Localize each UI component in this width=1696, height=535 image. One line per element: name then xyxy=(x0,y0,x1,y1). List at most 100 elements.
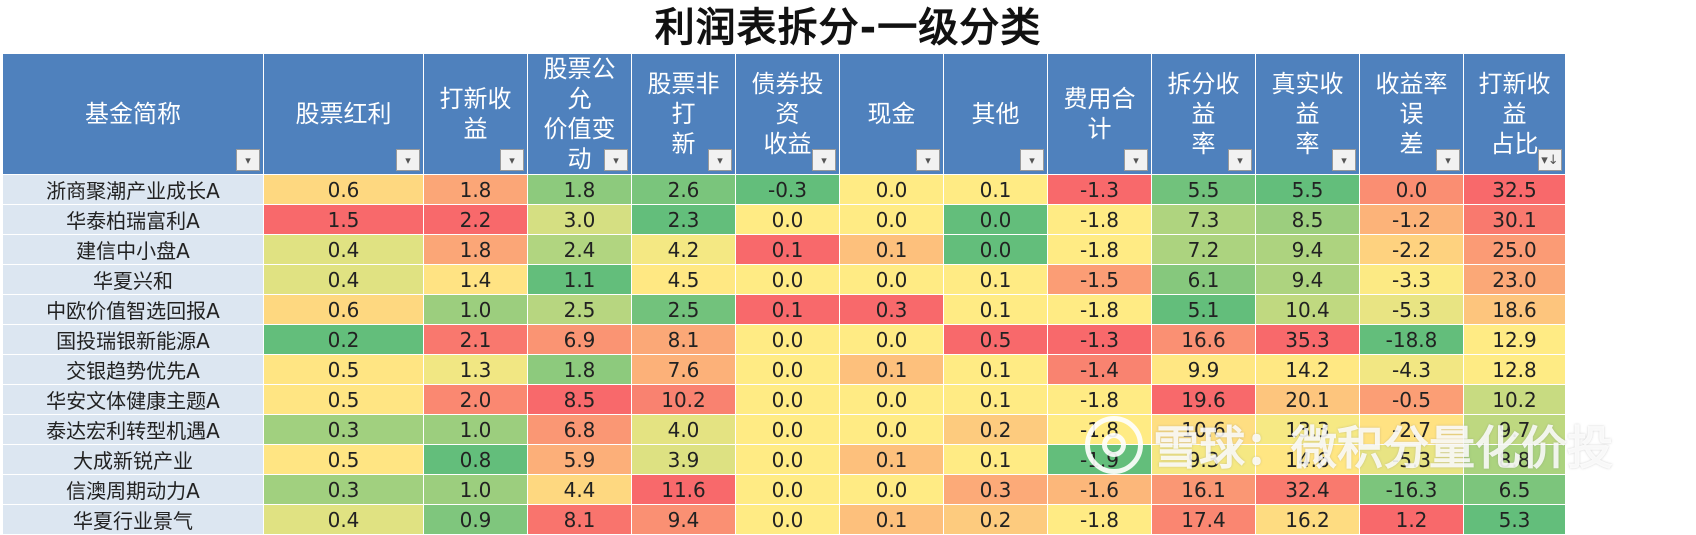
value-cell[interactable]: -1.9 xyxy=(1047,444,1152,475)
fund-name-cell[interactable]: 中欧价值智选回报A xyxy=(2,294,264,325)
value-cell[interactable]: 1.2 xyxy=(1359,504,1464,535)
value-cell[interactable]: -2.2 xyxy=(1359,234,1464,265)
value-cell[interactable]: 30.1 xyxy=(1463,204,1566,235)
value-cell[interactable]: 0.5 xyxy=(263,384,424,415)
fund-name-cell[interactable]: 建信中小盘A xyxy=(2,234,264,265)
value-cell[interactable]: -0.3 xyxy=(735,174,840,205)
value-cell[interactable]: 0.1 xyxy=(735,234,840,265)
value-cell[interactable]: 4.0 xyxy=(631,414,736,445)
value-cell[interactable]: 0.2 xyxy=(263,324,424,355)
value-cell[interactable]: 0.3 xyxy=(839,294,944,325)
value-cell[interactable]: 1.1 xyxy=(527,264,632,295)
value-cell[interactable]: 32.5 xyxy=(1463,174,1566,205)
value-cell[interactable]: 8.5 xyxy=(527,384,632,415)
value-cell[interactable]: -18.8 xyxy=(1359,324,1464,355)
value-cell[interactable]: 8.1 xyxy=(527,504,632,535)
fund-name-cell[interactable]: 浙商聚潮产业成长A xyxy=(2,174,264,205)
value-cell[interactable]: -1.3 xyxy=(1047,324,1152,355)
fund-name-cell[interactable]: 华夏兴和 xyxy=(2,264,264,295)
value-cell[interactable]: 0.4 xyxy=(263,504,424,535)
value-cell[interactable]: 0.0 xyxy=(943,234,1048,265)
value-cell[interactable]: 32.4 xyxy=(1255,474,1360,505)
value-cell[interactable]: -0.5 xyxy=(1359,384,1464,415)
value-cell[interactable]: 0.0 xyxy=(735,354,840,385)
value-cell[interactable]: 4.2 xyxy=(631,234,736,265)
value-cell[interactable]: 23.0 xyxy=(1463,264,1566,295)
value-cell[interactable]: 0.1 xyxy=(839,444,944,475)
value-cell[interactable]: 3.0 xyxy=(527,204,632,235)
value-cell[interactable]: -3.3 xyxy=(1359,264,1464,295)
value-cell[interactable]: 2.4 xyxy=(527,234,632,265)
value-cell[interactable]: 0.6 xyxy=(263,294,424,325)
value-cell[interactable]: 11.6 xyxy=(631,474,736,505)
value-cell[interactable]: 1.0 xyxy=(423,474,528,505)
value-cell[interactable]: 1.5 xyxy=(263,204,424,235)
filter-dropdown-icon[interactable]: ▾ xyxy=(1020,149,1044,171)
value-cell[interactable]: 25.0 xyxy=(1463,234,1566,265)
filter-dropdown-icon[interactable]: ▾ xyxy=(1436,149,1460,171)
fund-name-cell[interactable]: 华安文体健康主题A xyxy=(2,384,264,415)
value-cell[interactable]: 0.0 xyxy=(735,474,840,505)
value-cell[interactable]: 8.1 xyxy=(631,324,736,355)
value-cell[interactable]: 10.2 xyxy=(631,384,736,415)
fund-name-cell[interactable]: 交银趋势优先A xyxy=(2,354,264,385)
value-cell[interactable]: 4.5 xyxy=(631,264,736,295)
value-cell[interactable]: 0.4 xyxy=(263,264,424,295)
value-cell[interactable]: 0.4 xyxy=(263,234,424,265)
value-cell[interactable]: 5.5 xyxy=(1255,174,1360,205)
filter-dropdown-icon[interactable]: ▾ xyxy=(1332,149,1356,171)
value-cell[interactable]: 0.0 xyxy=(735,504,840,535)
value-cell[interactable]: -1.8 xyxy=(1047,504,1152,535)
filter-dropdown-icon[interactable]: ▾ xyxy=(916,149,940,171)
value-cell[interactable]: 7.6 xyxy=(631,354,736,385)
value-cell[interactable]: 0.0 xyxy=(839,264,944,295)
filter-dropdown-icon[interactable]: ▾ xyxy=(236,149,260,171)
value-cell[interactable]: 12.8 xyxy=(1463,354,1566,385)
value-cell[interactable]: 4.4 xyxy=(527,474,632,505)
value-cell[interactable]: 5.5 xyxy=(1151,174,1256,205)
value-cell[interactable]: 20.1 xyxy=(1255,384,1360,415)
value-cell[interactable]: 2.6 xyxy=(631,174,736,205)
value-cell[interactable]: 0.2 xyxy=(943,414,1048,445)
value-cell[interactable]: -1.5 xyxy=(1047,264,1152,295)
value-cell[interactable]: 9.3 xyxy=(1151,444,1256,475)
value-cell[interactable]: 10.4 xyxy=(1255,294,1360,325)
value-cell[interactable]: -1.2 xyxy=(1359,204,1464,235)
value-cell[interactable]: -1.8 xyxy=(1047,234,1152,265)
value-cell[interactable]: 9.4 xyxy=(1255,264,1360,295)
value-cell[interactable]: 0.3 xyxy=(263,414,424,445)
value-cell[interactable]: 2.1 xyxy=(423,324,528,355)
value-cell[interactable]: 14.2 xyxy=(1255,354,1360,385)
value-cell[interactable]: -5.3 xyxy=(1359,294,1464,325)
value-cell[interactable]: -16.3 xyxy=(1359,474,1464,505)
value-cell[interactable]: 8.8 xyxy=(1463,444,1566,475)
value-cell[interactable]: 9.4 xyxy=(631,504,736,535)
value-cell[interactable]: -2.7 xyxy=(1359,414,1464,445)
value-cell[interactable]: 19.6 xyxy=(1151,384,1256,415)
value-cell[interactable]: 1.0 xyxy=(423,294,528,325)
value-cell[interactable]: 35.3 xyxy=(1255,324,1360,355)
value-cell[interactable]: 1.0 xyxy=(423,414,528,445)
value-cell[interactable]: 1.3 xyxy=(423,354,528,385)
value-cell[interactable]: 0.5 xyxy=(943,324,1048,355)
value-cell[interactable]: 0.0 xyxy=(735,444,840,475)
value-cell[interactable]: 0.1 xyxy=(735,294,840,325)
value-cell[interactable]: 16.6 xyxy=(1151,324,1256,355)
filter-dropdown-icon[interactable]: ▾ xyxy=(1228,149,1252,171)
value-cell[interactable]: 18.6 xyxy=(1463,294,1566,325)
value-cell[interactable]: 0.3 xyxy=(943,474,1048,505)
value-cell[interactable]: 14.6 xyxy=(1255,444,1360,475)
fund-name-cell[interactable]: 国投瑞银新能源A xyxy=(2,324,264,355)
sort-filter-dropdown-icon[interactable]: ▾↓ xyxy=(1538,149,1562,171)
value-cell[interactable]: 2.3 xyxy=(631,204,736,235)
filter-dropdown-icon[interactable]: ▾ xyxy=(1124,149,1148,171)
value-cell[interactable]: 0.5 xyxy=(263,354,424,385)
value-cell[interactable]: 8.5 xyxy=(1255,204,1360,235)
value-cell[interactable]: 0.9 xyxy=(423,504,528,535)
value-cell[interactable]: 17.4 xyxy=(1151,504,1256,535)
value-cell[interactable]: 0.1 xyxy=(943,354,1048,385)
value-cell[interactable]: 0.3 xyxy=(263,474,424,505)
value-cell[interactable]: 0.0 xyxy=(839,204,944,235)
filter-dropdown-icon[interactable]: ▾ xyxy=(604,149,628,171)
value-cell[interactable]: 0.0 xyxy=(839,384,944,415)
